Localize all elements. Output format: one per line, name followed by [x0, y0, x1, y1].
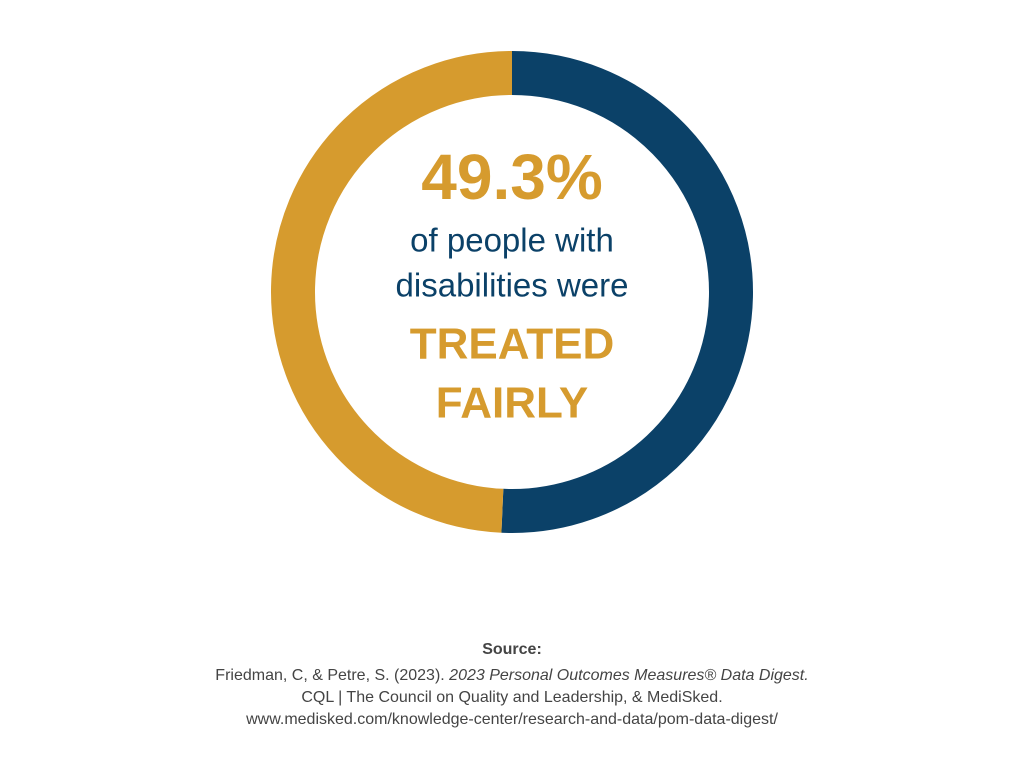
donut [271, 51, 753, 533]
center-text: of people with [410, 222, 614, 259]
donut-segment [271, 51, 513, 533]
emphasis-text: FAIRLY [436, 379, 588, 428]
source-heading: Source: [482, 641, 542, 658]
source-url: www.medisked.com/knowledge-center/resear… [245, 711, 778, 728]
headline-value: 49.3% [421, 141, 602, 213]
citation-authors: Friedman, C, & Petre, S. (2023). [215, 667, 444, 684]
citation-title: 2023 Personal Outcomes Measures® Data Di… [448, 667, 809, 684]
center-text: disabilities were [396, 267, 629, 304]
emphasis-text: TREATED [410, 320, 615, 369]
donut-segment [501, 51, 753, 533]
source-publisher: CQL | The Council on Quality and Leaders… [301, 689, 722, 706]
source-citation: Friedman, C, & Petre, S. (2023). 2023 Pe… [215, 667, 808, 684]
